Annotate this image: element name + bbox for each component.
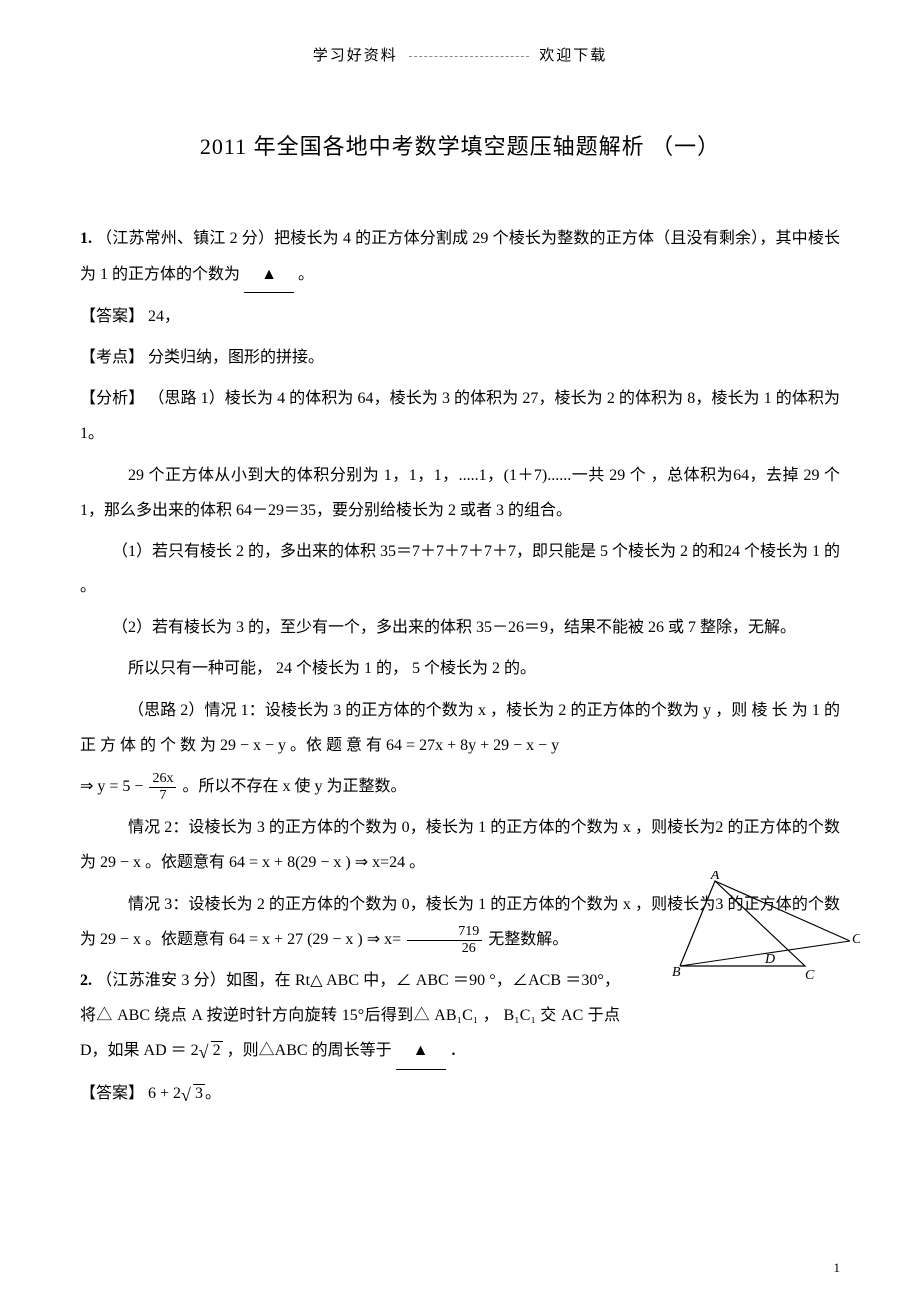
header-divider bbox=[409, 56, 529, 57]
q1-number: 1. bbox=[80, 230, 92, 247]
q1-analysis1-text: （思路 1）棱长为 4 的体积为 64，棱长为 3 的体积为 27，棱长为 2 … bbox=[80, 390, 840, 442]
q1-answer-label: 【答案】 bbox=[80, 308, 144, 325]
q2-stem: 2. （江苏淮安 3 分）如图，在 Rt△ ABC 中，∠ ABC ＝90 °，… bbox=[80, 963, 620, 1070]
frac-den: 7 bbox=[149, 788, 176, 803]
header-left: 学习好资料 bbox=[313, 48, 398, 64]
q1-stem: 1. （江苏常州、镇江 2 分）把棱长为 4 的正方体分割成 29 个棱长为整数… bbox=[80, 221, 840, 292]
q1-point-line: 【考点】 分类归纳，图形的拼接。 bbox=[80, 340, 840, 375]
q1-analysis5: 所以只有一种可能， 24 个棱长为 1 的， 5 个棱长为 2 的。 bbox=[80, 651, 840, 686]
q1-analysis-label: 【分析】 bbox=[80, 390, 144, 407]
q1-case4-frac: 719 26 bbox=[407, 924, 482, 956]
q1-blank: ▲ bbox=[244, 257, 294, 293]
q1-point: 分类归纳，图形的拼接。 bbox=[148, 349, 324, 366]
q2-answer-tail: 。 bbox=[205, 1085, 221, 1102]
q1-analysis1: 【分析】 （思路 1）棱长为 4 的体积为 64，棱长为 3 的体积为 27，棱… bbox=[80, 381, 840, 451]
q1-case2-intro: （思路 2）情况 1：设棱长为 3 的正方体的个数为 x ，棱长为 2 的正方体… bbox=[80, 693, 840, 763]
q2-answer-line: 【答案】 6 + 23。 bbox=[80, 1076, 620, 1111]
q1-case2-tail: 。所以不存在 x 使 y 为正整数。 bbox=[182, 778, 406, 795]
q2-stem-b: ，则△ABC 的周长等于 bbox=[223, 1042, 396, 1059]
q1-stem-text: （江苏常州、镇江 2 分）把棱长为 4 的正方体分割成 29 个棱长为整数的正方… bbox=[80, 230, 840, 282]
q2-answer-label: 【答案】 bbox=[80, 1085, 144, 1102]
q2-answer-a: 6 + 2 bbox=[148, 1085, 181, 1102]
q1-answer: 24， bbox=[148, 308, 180, 325]
frac-den: 26 bbox=[407, 941, 482, 956]
q1-point-label: 【考点】 bbox=[80, 349, 144, 366]
triangle-figure: A B C C₁ D bbox=[660, 871, 860, 981]
q1-case2-frac: 26x 7 bbox=[149, 771, 176, 803]
q1-case2-formula-text: ⇒ y = 5 − bbox=[80, 778, 143, 795]
page-header: 学习好资料 欢迎下载 bbox=[80, 40, 840, 73]
frac-num: 719 bbox=[407, 924, 482, 940]
q1-case4-tail: 无整数解。 bbox=[488, 931, 568, 948]
frac-num: 26x bbox=[149, 771, 176, 787]
q1-answer-line: 【答案】 24， bbox=[80, 299, 840, 334]
line-ac1 bbox=[715, 881, 850, 941]
page-title: 2011 年全国各地中考数学填空题压轴题解析 （一） bbox=[80, 123, 840, 171]
label-d: D bbox=[764, 952, 775, 967]
sqrt-2: 2 bbox=[199, 1033, 223, 1068]
q1-suffix: 。 bbox=[298, 266, 314, 283]
sqrt-3: 3 bbox=[181, 1076, 205, 1111]
header-right: 欢迎下载 bbox=[539, 48, 607, 64]
q1-analysis2: 29 个正方体从小到大的体积分别为 1，1，1，.....1，(1＋7)....… bbox=[80, 458, 840, 528]
q2-blank: ▲ bbox=[396, 1033, 446, 1069]
q2-suffix: ． bbox=[450, 1042, 466, 1059]
q1-case2-formula: ⇒ y = 5 − 26x 7 。所以不存在 x 使 y 为正整数。 bbox=[80, 769, 840, 804]
label-a: A bbox=[710, 871, 720, 883]
q1-analysis3: （1）若只有棱长 2 的，多出来的体积 35＝7＋7＋7＋7＋7，即只能是 5 … bbox=[80, 534, 840, 604]
page-number: 1 bbox=[834, 1254, 841, 1283]
label-b: B bbox=[672, 965, 681, 980]
label-c: C bbox=[805, 968, 815, 981]
q1-analysis4: （2）若有棱长为 3 的，至少有一个，多出来的体积 35－26＝9，结果不能被 … bbox=[80, 610, 840, 645]
q2-number: 2. bbox=[80, 972, 92, 989]
label-c1: C₁ bbox=[852, 932, 860, 947]
